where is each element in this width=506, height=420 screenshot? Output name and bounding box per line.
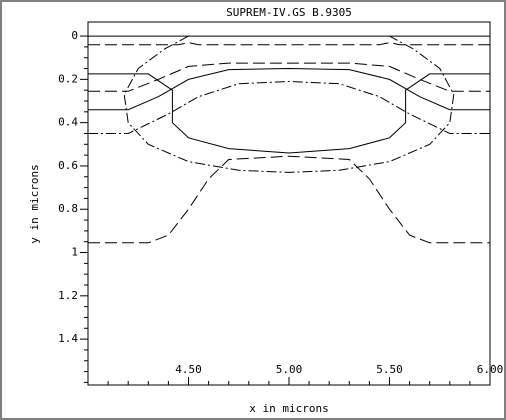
x-tick-label: 4.50 [175, 363, 202, 376]
y-tick-label: 0 [71, 29, 78, 42]
y-tick-label: 0.2 [58, 72, 78, 85]
x-tick-label: 5.00 [276, 363, 303, 376]
chart-title: SUPREM-IV.GS B.9305 [226, 6, 352, 19]
y-tick-label: 1 [71, 246, 78, 259]
x-tick-label: 6.00 [477, 363, 504, 376]
y-tick-label: 0.8 [58, 202, 78, 215]
contour-line [88, 42, 490, 46]
x-axis-label: x in microns [249, 402, 328, 415]
y-axis-label: y in microns [28, 164, 41, 243]
y-tick-label: 1.2 [58, 289, 78, 302]
x-tick-label: 5.50 [376, 363, 403, 376]
contour-line [88, 67, 490, 111]
contour-line [123, 35, 455, 173]
contour-line [88, 155, 490, 244]
contour-line [88, 80, 490, 134]
contour-line [88, 62, 490, 92]
y-tick-label: 0.4 [58, 116, 78, 129]
y-tick-label: 0.6 [58, 159, 78, 172]
y-tick-label: 1.4 [58, 332, 78, 345]
contour-line [88, 73, 490, 154]
